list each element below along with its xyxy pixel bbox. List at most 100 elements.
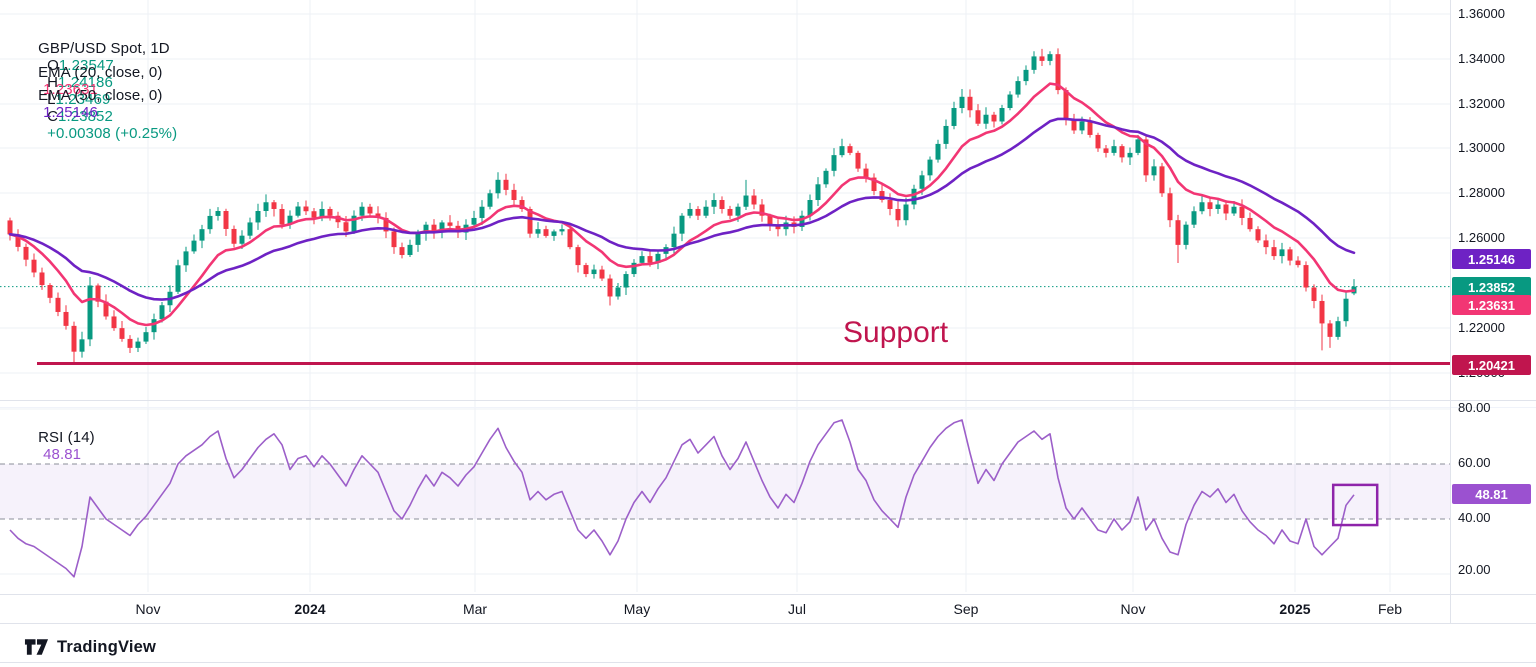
candle-body [831, 155, 837, 171]
candle-body [223, 211, 229, 229]
candle-body [1327, 323, 1333, 337]
candle-body [159, 305, 165, 320]
candle-body [919, 175, 925, 189]
candle-body [423, 224, 429, 234]
candle-body [671, 233, 677, 248]
candle-body [647, 256, 653, 263]
candle-body [1047, 54, 1053, 61]
candle-body [887, 200, 893, 209]
candle-body [327, 208, 333, 216]
candle-body [311, 211, 317, 218]
candle-body [23, 246, 29, 260]
candle-body [1287, 249, 1293, 261]
rsi-pane-top-line [0, 407, 1536, 408]
pane-separator[interactable] [0, 400, 1536, 401]
candle-body [1271, 247, 1277, 257]
candle-body [759, 204, 765, 216]
candle-body [935, 143, 941, 160]
candle-body [863, 168, 869, 178]
tradingview-branding[interactable]: TradingView [24, 637, 156, 657]
candle-body [1071, 119, 1077, 131]
candle-body [191, 240, 197, 252]
candle-body [295, 206, 301, 216]
candle-body [383, 217, 389, 232]
candle-body [79, 339, 85, 352]
candle-body [703, 206, 709, 216]
price-axis-label: 1.32000 [1458, 96, 1505, 111]
candle-body [1295, 260, 1301, 266]
time-axis-bottom-border [0, 623, 1536, 624]
candle-body [823, 170, 829, 185]
candle-body [727, 208, 733, 216]
time-axis-label: Nov [135, 601, 161, 617]
candle-body [279, 208, 285, 225]
candle-body [559, 229, 565, 232]
candle-body [607, 278, 613, 297]
candle-body [511, 189, 517, 201]
open-value: 1.23547 [58, 57, 114, 74]
symbol-title: GBP/USD Spot, 1D [38, 40, 170, 57]
price-badge: 1.20421 [1452, 355, 1531, 375]
candle-body [535, 229, 541, 234]
candle-body [775, 224, 781, 230]
ema20-legend-row[interactable]: EMA (20, close, 0) 1.23631 [21, 47, 162, 115]
candle-body [1199, 202, 1205, 212]
price-badge: 1.23852 [1452, 277, 1531, 297]
candle-body [959, 96, 965, 109]
candle-body [303, 206, 309, 212]
candle-body [175, 265, 181, 292]
open-label: O [47, 57, 59, 74]
candle-body [1111, 146, 1117, 153]
candle-body [911, 188, 917, 205]
rsi-highlight-box[interactable] [1331, 483, 1379, 527]
candle-body [735, 206, 741, 216]
price-axis-label: 1.22000 [1458, 320, 1505, 335]
candle-body [1079, 121, 1085, 131]
tradingview-logo-icon [24, 639, 49, 655]
candle-body [543, 229, 549, 236]
candle-body [151, 319, 157, 333]
candle-body [1039, 56, 1045, 61]
candle-body [71, 325, 77, 352]
candle-body [1063, 90, 1069, 120]
candle-body [583, 265, 589, 275]
candle-body [999, 108, 1005, 122]
candle-body [1103, 148, 1109, 153]
rsi-axis-label: 20.00 [1458, 562, 1491, 577]
candle-body [767, 215, 773, 225]
rsi-axis-label: 80.00 [1458, 400, 1491, 415]
candle-body [855, 152, 861, 169]
candle-body [343, 222, 349, 232]
candle-body [215, 211, 221, 216]
candle-body [255, 211, 261, 223]
high-value: 1.24186 [58, 74, 113, 91]
symbol-legend-row[interactable]: GBP/USD Spot, 1D O1.23547 H1.24186 L1.23… [21, 23, 177, 159]
candle-body [1311, 287, 1317, 301]
candle-body [631, 262, 637, 275]
candle-body [111, 316, 117, 329]
price-axis-label: 1.26000 [1458, 230, 1505, 245]
candle-body [55, 297, 61, 312]
footer-divider [0, 662, 1536, 663]
rsi-legend-row[interactable]: RSI (14) 48.81 [21, 412, 95, 480]
candle-body [367, 206, 373, 214]
time-axis-label: Jul [788, 601, 806, 617]
candle-body [119, 328, 125, 339]
candle-body [263, 202, 269, 212]
support-annotation-text[interactable]: Support [843, 316, 949, 349]
ema50-legend-row[interactable]: EMA (50, close, 0) 1.25146 [21, 70, 162, 138]
candle-body [1215, 204, 1221, 209]
candle-body [47, 285, 53, 298]
candle-body [967, 96, 973, 111]
candle-body [591, 269, 597, 275]
candle-body [943, 125, 949, 144]
candle-body [871, 177, 877, 192]
candle-body [1303, 265, 1309, 288]
candle-body [1007, 94, 1013, 109]
candle-body [1239, 206, 1245, 218]
time-axis-label: Sep [953, 601, 979, 617]
candle-body [199, 229, 205, 241]
candle-body [743, 195, 749, 207]
